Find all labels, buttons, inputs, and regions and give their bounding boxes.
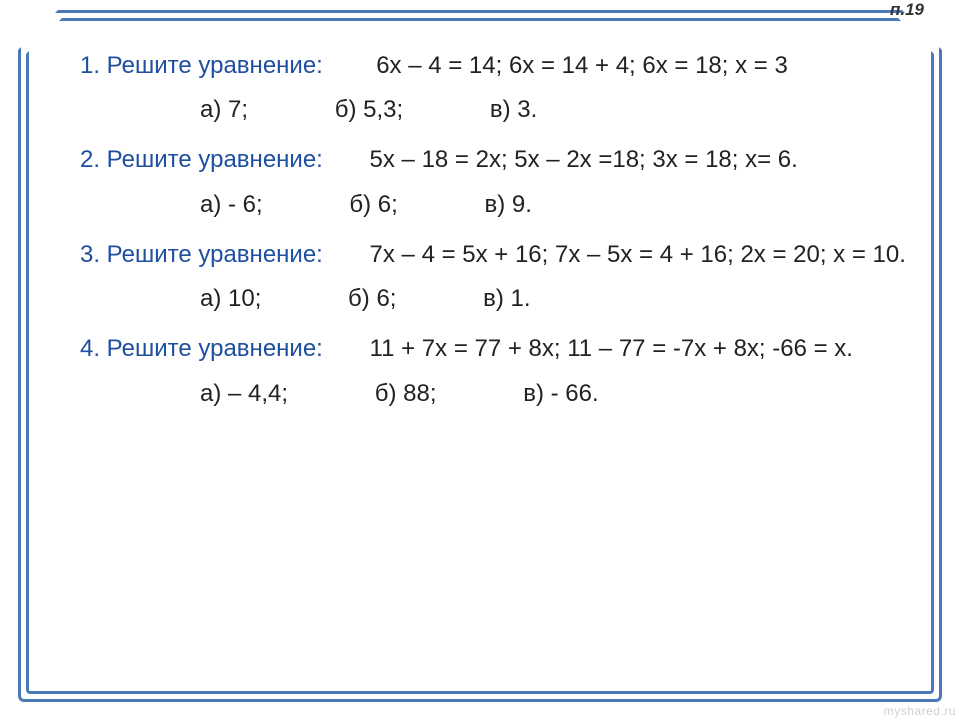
problem-3-option-a: а) 10; bbox=[200, 285, 261, 313]
problem-3-option-c: в) 1. bbox=[483, 285, 530, 313]
problem-1-option-c: в) 3. bbox=[490, 96, 537, 124]
problem-4-work: 11 + 7х = 77 + 8х; 11 – 77 = -7х + 8х; -… bbox=[370, 335, 853, 362]
problem-2-option-a: а) - 6; bbox=[200, 191, 263, 219]
problem-2-option-b: б) 6; bbox=[349, 191, 397, 219]
problem-3: 3. Решите уравнение: 7х – 4 = 5х + 16; 7… bbox=[80, 239, 920, 271]
problem-4-option-b: б) 88; bbox=[375, 380, 437, 408]
problem-3-options: а) 10; б) 6; в) 1. bbox=[200, 285, 920, 313]
problem-2-title: 2. Решите уравнение: bbox=[80, 146, 323, 173]
problem-3-work: 7х – 4 = 5х + 16; 7х – 5х = 4 + 16; 2х =… bbox=[370, 241, 906, 268]
problem-3-option-b: б) 6; bbox=[348, 285, 396, 313]
problem-3-title: 3. Решите уравнение: bbox=[80, 241, 323, 268]
problem-2-work: 5х – 18 = 2х; 5х – 2х =18; 3х = 18; х= 6… bbox=[370, 146, 798, 173]
slide-content: 1. Решите уравнение: 6х – 4 = 14; 6х = 1… bbox=[80, 50, 920, 680]
page-label: п.19 bbox=[890, 0, 924, 20]
problem-2-option-c: в) 9. bbox=[484, 191, 531, 219]
problem-1-options: а) 7; б) 5,3; в) 3. bbox=[200, 96, 920, 124]
problem-4: 4. Решите уравнение: 11 + 7х = 77 + 8х; … bbox=[80, 333, 920, 365]
problem-1-title: 1. Решите уравнение: bbox=[80, 52, 323, 79]
problem-1-work: 6х – 4 = 14; 6х = 14 + 4; 6х = 18; х = 3 bbox=[376, 52, 788, 79]
problem-1-option-b: б) 5,3; bbox=[335, 96, 403, 124]
problem-2-options: а) - 6; б) 6; в) 9. bbox=[200, 191, 920, 219]
problem-4-title: 4. Решите уравнение: bbox=[80, 335, 323, 362]
problem-2: 2. Решите уравнение: 5х – 18 = 2х; 5х – … bbox=[80, 144, 920, 176]
problem-4-option-a: а) – 4,4; bbox=[200, 380, 288, 408]
watermark: myshared.ru bbox=[884, 704, 956, 718]
problem-1-option-a: а) 7; bbox=[200, 96, 248, 124]
problem-4-options: а) – 4,4; б) 88; в) - 66. bbox=[200, 380, 920, 408]
problem-1: 1. Решите уравнение: 6х – 4 = 14; 6х = 1… bbox=[80, 50, 920, 82]
problem-4-option-c: в) - 66. bbox=[523, 380, 598, 408]
